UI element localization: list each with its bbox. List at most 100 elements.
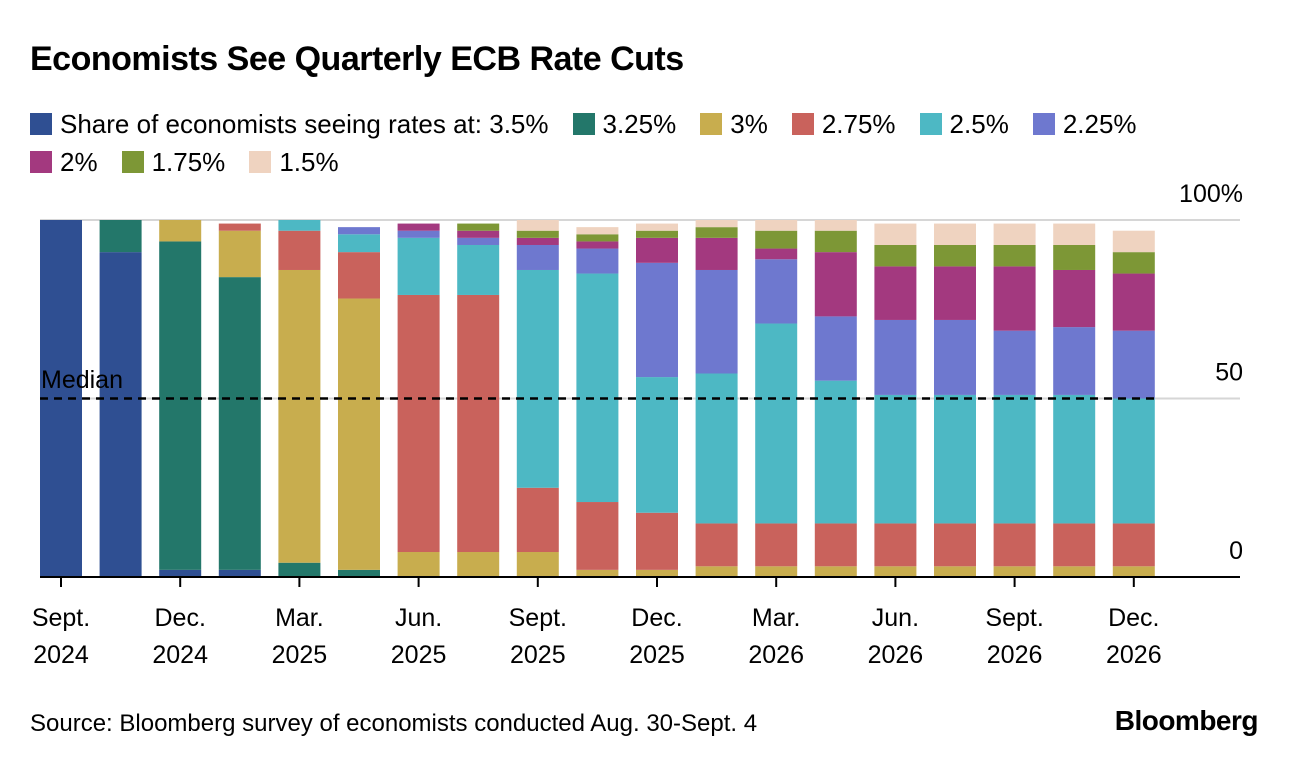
bar-segment [218, 569, 261, 577]
bar-segment [814, 380, 857, 524]
bar-segment [993, 566, 1036, 577]
bar-segment [755, 220, 798, 231]
x-tick-label-year: 2025 [510, 641, 566, 669]
bar-segment [1053, 566, 1096, 577]
legend-item: Share of economists seeing rates at: 3.5… [30, 106, 549, 142]
bar-segment [338, 569, 380, 577]
bar-segment [814, 230, 857, 253]
bar-segment [338, 252, 380, 299]
bar-segment [755, 566, 798, 577]
legend-swatch [121, 151, 144, 173]
bar-segment [874, 394, 917, 524]
bar-segment [636, 262, 678, 378]
legend: Share of economists seeing rates at: 3.5… [30, 106, 1250, 182]
bar-segment [934, 319, 976, 395]
bar-segment [934, 394, 976, 524]
bar-segment [874, 523, 917, 567]
legend-label: 1.5% [279, 147, 339, 177]
bar-segment [218, 223, 261, 231]
bar-segment [755, 323, 798, 524]
bar-segment [397, 237, 440, 295]
bar-segment [576, 569, 619, 577]
bar-segment [993, 330, 1036, 395]
bar-segment [159, 241, 202, 570]
bar-segment [695, 373, 738, 524]
legend-swatch [572, 113, 595, 135]
x-tick-label-year: 2026 [1106, 641, 1162, 669]
bar-segment [1053, 394, 1096, 524]
bar-segment [516, 487, 559, 553]
bar-segment [874, 566, 917, 577]
bar-segment [1053, 269, 1096, 328]
legend-label: Share of economists seeing rates at: 3.5… [60, 109, 549, 139]
bar-segment [576, 273, 619, 503]
bar-segment [874, 244, 917, 267]
bar-segment [1112, 230, 1155, 253]
bar-segment [636, 223, 678, 231]
chart-plot: Median 100% 50 0 Sept. 2024 Dec. 2024 Mar. 2025… [32, 180, 1243, 669]
legend-swatch [30, 151, 52, 173]
legend-swatch [30, 113, 52, 135]
axes [40, 576, 1240, 587]
bar-segment [636, 237, 678, 263]
bar-segment [993, 266, 1036, 331]
bar-segment [934, 566, 976, 577]
bloomberg-logo: Bloomberg [1114, 705, 1259, 736]
bar-segment [1112, 252, 1155, 274]
x-tick-label-year: 2026 [748, 641, 804, 669]
bar-segment [695, 566, 738, 577]
x-tick-label-month: Mar. [752, 604, 801, 632]
x-tick-label-year: 2026 [868, 641, 924, 669]
bar-segment [457, 237, 500, 245]
bar-segment [338, 234, 380, 253]
bar-segment [814, 252, 857, 317]
bar-segment [755, 523, 798, 567]
bar-segment [993, 223, 1036, 245]
x-tick-label-month: Dec. [1108, 604, 1159, 632]
y-tick-label: 50 [1215, 359, 1243, 387]
legend-label: 3% [730, 109, 768, 139]
bar-segment [99, 220, 142, 253]
x-tick-label-month: Dec. [631, 604, 682, 632]
bar-segment [218, 277, 261, 570]
bar-segment [397, 223, 440, 231]
bar-segment [874, 223, 917, 245]
bar-segment [934, 523, 976, 567]
x-tick-label-year: 2025 [391, 641, 447, 669]
bar-segment [993, 523, 1036, 567]
bar-segment [636, 230, 678, 238]
legend-item: 2.75% [791, 106, 896, 142]
bar-segment [993, 394, 1036, 524]
x-tick-label-month: Sept. [509, 604, 567, 632]
y-axis-labels: 100% 50 0 [1179, 180, 1243, 565]
legend-label: 2.5% [949, 109, 1009, 139]
legend-item: 1.5% [249, 144, 339, 180]
bar-segment [516, 552, 559, 577]
bar-segment [695, 269, 738, 374]
legend-swatch [919, 113, 942, 135]
y-tick-label: 0 [1229, 537, 1243, 565]
legend-swatch [700, 113, 723, 135]
bar-segment [576, 227, 619, 235]
bar-segment [755, 259, 798, 324]
bar-segment [814, 316, 857, 381]
bar-segment [457, 230, 500, 238]
bar-segment [814, 523, 857, 567]
bar-segment [874, 319, 917, 395]
legend-swatch [791, 113, 814, 135]
source-note: Source: Bloomberg survey of economists c… [30, 710, 758, 737]
legend-item: 3.25% [572, 106, 677, 142]
bar-segment [1112, 273, 1155, 331]
bar-segment [278, 269, 321, 563]
x-tick-label-month: Sept. [32, 604, 90, 632]
bar-segment [1112, 330, 1155, 399]
legend-label: 3.25% [602, 109, 677, 139]
legend-label: 2.25% [1062, 109, 1137, 139]
legend-item: 1.75% [121, 144, 225, 180]
chart-title: Economists See Quarterly ECB Rate Cuts [30, 40, 684, 78]
legend-item: 2% [30, 144, 98, 180]
x-tick-label-year: 2026 [987, 641, 1043, 669]
y-tick-label: 100% [1179, 180, 1243, 208]
bar-segment [1112, 398, 1155, 524]
bar-segment [695, 227, 738, 238]
